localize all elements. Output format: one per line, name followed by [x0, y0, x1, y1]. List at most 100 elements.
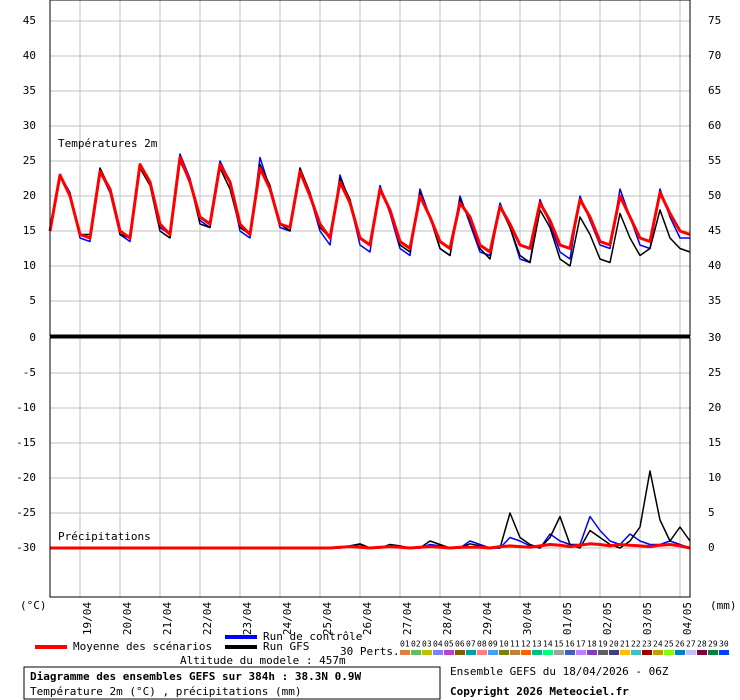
- y-tick-label: 30: [23, 119, 36, 132]
- x-tick-label: 30/04: [521, 602, 534, 635]
- y-tick-label: -30: [16, 541, 36, 554]
- pert-swatch: [708, 650, 718, 655]
- pert-label: 24: [653, 640, 663, 649]
- y-tick-label: 45: [23, 14, 36, 27]
- x-tick-label: 28/04: [441, 602, 454, 635]
- pert-swatch: [455, 650, 465, 655]
- legend-label: Run de contrôle: [263, 630, 362, 643]
- y-tick-label: 40: [23, 49, 36, 62]
- pert-label: 01: [400, 640, 410, 649]
- y2-tick-label: 45: [708, 224, 721, 237]
- pert-swatch: [631, 650, 641, 655]
- x-tick-label: 25/04: [321, 602, 334, 635]
- pert-swatch: [565, 650, 575, 655]
- y-tick-label: 15: [23, 224, 36, 237]
- y2-tick-label: 65: [708, 84, 721, 97]
- x-tick-label: 20/04: [121, 602, 134, 635]
- y2-tick-label: 60: [708, 119, 721, 132]
- pert-label: 06: [455, 640, 465, 649]
- y-tick-label: 35: [23, 84, 36, 97]
- pert-label: 23: [642, 640, 652, 649]
- pert-label: 05: [444, 640, 454, 649]
- pert-swatch: [510, 650, 520, 655]
- pert-label: 04: [433, 640, 443, 649]
- pert-label: 25: [664, 640, 674, 649]
- pert-label: 03: [422, 640, 432, 649]
- y2-tick-label: 5: [708, 506, 715, 519]
- x-tick-label: 02/05: [601, 602, 614, 635]
- x-tick-label: 27/04: [401, 602, 414, 635]
- pert-swatch: [587, 650, 597, 655]
- footer-title: Diagramme des ensembles GEFS sur 384h : …: [30, 670, 362, 683]
- pert-label: 18: [587, 640, 597, 649]
- pert-label: 09: [488, 640, 498, 649]
- pert-swatch: [620, 650, 630, 655]
- perts-label: 30 Perts.: [340, 645, 400, 658]
- copyright: Copyright 2026 Meteociel.fr: [450, 685, 629, 698]
- footer-box: [23, 666, 441, 700]
- pert-swatch: [598, 650, 608, 655]
- pert-label: 07: [466, 640, 476, 649]
- pert-swatch: [444, 650, 454, 655]
- series-line: [50, 542, 691, 550]
- y-tick-label: 20: [23, 189, 36, 202]
- pert-label: 30: [719, 640, 729, 649]
- pert-label: 13: [532, 640, 542, 649]
- pert-swatch: [499, 650, 509, 655]
- y2-tick-label: 15: [708, 436, 721, 449]
- pert-swatch: [675, 650, 685, 655]
- pert-label: 21: [620, 640, 630, 649]
- pert-label: 26: [675, 640, 685, 649]
- x-tick-label: 23/04: [241, 602, 254, 635]
- y2-tick-label: 75: [708, 14, 721, 27]
- pert-label: 08: [477, 640, 487, 649]
- pert-label: 15: [554, 640, 564, 649]
- pert-swatch: [642, 650, 652, 655]
- pert-swatch: [477, 650, 487, 655]
- pert-label: 10: [499, 640, 509, 649]
- pert-swatch: [609, 650, 619, 655]
- pert-label: 22: [631, 640, 641, 649]
- pert-label: 19: [598, 640, 608, 649]
- pert-label: 16: [565, 640, 575, 649]
- legend-label: Run GFS: [263, 640, 309, 653]
- y-tick-label: -5: [23, 366, 36, 379]
- footer-subtitle: Température 2m (°C) , précipitations (mm…: [30, 685, 302, 698]
- y2-tick-label: 25: [708, 366, 721, 379]
- x-tick-label: 03/05: [641, 602, 654, 635]
- pert-swatch: [488, 650, 498, 655]
- pert-swatch: [422, 650, 432, 655]
- y-tick-label: -10: [16, 401, 36, 414]
- x-tick-label: 29/04: [481, 602, 494, 635]
- legend-label: Moyenne des scénarios: [73, 640, 212, 653]
- pert-swatch: [532, 650, 542, 655]
- pert-swatch: [697, 650, 707, 655]
- y-tick-label: -25: [16, 506, 36, 519]
- y-tick-label: 0: [29, 331, 36, 344]
- run-info: Ensemble GEFS du 18/04/2026 - 06Z: [450, 665, 669, 678]
- pert-swatch: [466, 650, 476, 655]
- pert-swatch: [686, 650, 696, 655]
- y2-tick-label: 55: [708, 154, 721, 167]
- x-tick-label: 22/04: [201, 602, 214, 635]
- y-tick-label: -15: [16, 436, 36, 449]
- plot-frame: [49, 0, 691, 337]
- pert-label: 11: [510, 640, 520, 649]
- plot-frame: [49, 337, 691, 598]
- y2-tick-label: 50: [708, 189, 721, 202]
- pert-label: 20: [609, 640, 619, 649]
- x-tick-label: 01/05: [561, 602, 574, 635]
- y2-tick-label: 10: [708, 471, 721, 484]
- y2-tick-label: 40: [708, 259, 721, 272]
- pert-label: 29: [708, 640, 718, 649]
- pert-swatch: [576, 650, 586, 655]
- pert-label: 02: [411, 640, 421, 649]
- y-tick-label: 25: [23, 154, 36, 167]
- y-tick-label: 10: [23, 259, 36, 272]
- pert-label: 28: [697, 640, 707, 649]
- y2-tick-label: 30: [708, 331, 721, 344]
- pert-swatch: [433, 650, 443, 655]
- series-line: [48, 156, 691, 254]
- pert-label: 12: [521, 640, 531, 649]
